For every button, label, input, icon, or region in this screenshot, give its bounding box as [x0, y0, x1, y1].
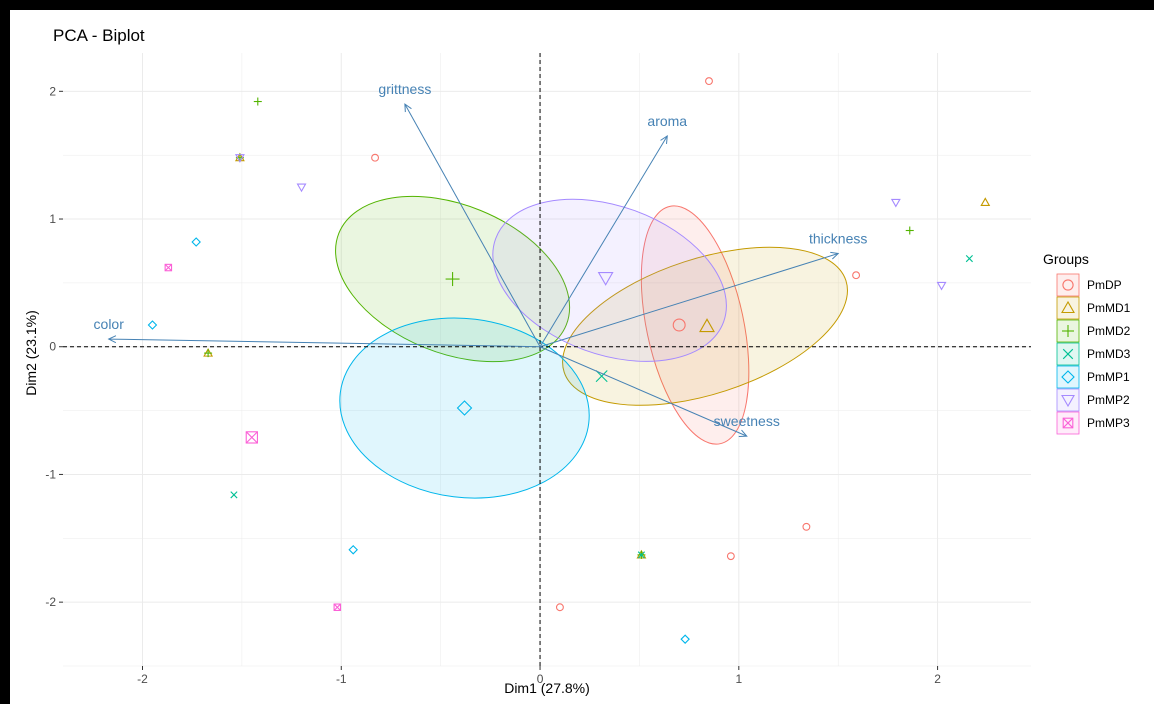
centroid-pmmd3 — [595, 370, 608, 383]
point-pmdp — [371, 153, 380, 162]
variable-label-thickness: thickness — [809, 231, 867, 247]
arrow-sweetness — [539, 346, 748, 437]
pca-biplot: PCA - Biplot -2 -1 0 1 2 -2 -1 0 1 2 grittness arom… — [10, 10, 1154, 704]
legend-item-pmmp2: PmMP2 — [1056, 388, 1130, 412]
legend-key — [1056, 296, 1080, 320]
ellipse-pmmp2 — [492, 198, 727, 362]
legend-symbol — [1062, 348, 1074, 360]
legend-label: PmMD3 — [1087, 347, 1131, 361]
ellipse-pmmd1 — [562, 246, 848, 406]
point-pmmp2 — [234, 154, 245, 163]
x-tick-label: -2 — [137, 672, 148, 686]
point-pmmd1 — [980, 197, 991, 206]
ellipse-pmdp — [640, 205, 750, 445]
legend-symbol — [1062, 279, 1074, 291]
x-tick-label: 2 — [934, 672, 941, 686]
point-pmmp2 — [890, 198, 901, 208]
point-pmdp — [802, 522, 811, 531]
x-tick-label: -1 — [336, 672, 347, 686]
variable-arrows: grittness aroma thickness color sweetness — [94, 81, 867, 437]
legend-symbol — [1061, 370, 1075, 384]
centroid-pmmd2 — [445, 272, 460, 287]
variable-label-grittness: grittness — [378, 81, 431, 97]
legend-label: PmMP3 — [1087, 416, 1130, 430]
points — [147, 77, 991, 644]
confidence-ellipses — [335, 195, 848, 499]
point-pmmp1 — [191, 237, 201, 247]
point-pmmp1 — [680, 634, 690, 644]
point-pmdp — [555, 603, 564, 612]
legend-item-pmmd3: PmMD3 — [1056, 342, 1131, 366]
chart-frame: PCA - Biplot -2 -1 0 1 2 -2 -1 0 1 2 grittness arom… — [10, 10, 1154, 704]
point-pmdp — [705, 77, 713, 86]
point-pmmp1 — [348, 545, 358, 555]
y-axis-title: Dim2 (23.1%) — [23, 310, 39, 396]
point-pmmd2 — [905, 226, 914, 235]
legend-item-pmdp: PmDP — [1056, 273, 1122, 297]
centroid-pmmp3 — [245, 431, 258, 444]
legend-key — [1056, 388, 1080, 412]
legend-title: Groups — [1043, 251, 1089, 267]
point-pmmp3 — [164, 263, 173, 272]
legend-item-pmmd1: PmMD1 — [1056, 296, 1131, 320]
point-pmmd3 — [965, 255, 973, 263]
legend-label: PmDP — [1087, 278, 1122, 292]
point-pmmd2 — [204, 349, 213, 358]
point-pmdp — [726, 552, 735, 561]
variable-label-aroma: aroma — [647, 113, 687, 129]
arrow-thickness — [539, 251, 840, 348]
legend-label: PmMP2 — [1087, 393, 1130, 407]
arrow-grittness — [404, 103, 541, 347]
point-pmmp2 — [936, 281, 947, 291]
point-pmmp2 — [296, 183, 307, 193]
point-pmmd2 — [253, 97, 262, 106]
y-tick-label: -1 — [45, 467, 56, 481]
point-pmmd3 — [637, 551, 646, 559]
variable-label-sweetness: sweetness — [714, 413, 780, 429]
legend-key — [1056, 365, 1080, 389]
x-axis-title: Dim1 (27.8%) — [504, 680, 590, 696]
point-pmmd3 — [230, 491, 238, 499]
centroids — [245, 271, 715, 444]
y-tick-label: 2 — [49, 84, 56, 98]
legend-symbol — [1062, 417, 1074, 429]
arrow-aroma — [539, 135, 668, 347]
point-pmmp1 — [147, 320, 158, 330]
centroid-pmdp — [672, 318, 686, 332]
point-pmmp3 — [333, 603, 342, 612]
x-tick-label: 1 — [735, 672, 742, 686]
legend-label: PmMD1 — [1087, 301, 1131, 315]
x-tick-label: 0 — [537, 672, 544, 686]
legend-item-pmmd2: PmMD2 — [1056, 319, 1131, 343]
centroid-pmmp1 — [456, 400, 473, 416]
y-tick-label: 0 — [49, 340, 56, 354]
legend-symbol — [1062, 325, 1074, 337]
y-tick-label: -2 — [45, 595, 56, 609]
ellipse-pmmp1 — [339, 317, 590, 499]
legend-item-pmmp1: PmMP1 — [1056, 365, 1130, 389]
legend-item-pmmp3: PmMP3 — [1056, 411, 1130, 435]
plot-panel: -2 -1 0 1 2 -2 -1 0 1 2 grittness aroma thickness col… — [45, 53, 1031, 686]
variable-label-color: color — [94, 316, 125, 332]
ticks: -2 -1 0 1 2 -2 -1 0 1 2 — [45, 84, 941, 686]
centroid-pmmd1 — [699, 318, 715, 333]
point-pmdp — [852, 271, 861, 280]
legend-symbol — [1061, 394, 1075, 408]
legend-symbol — [1061, 300, 1075, 314]
legend: Groups PmDP PmMD1 PmMD2 PmMD3 PmMP1 PmMP2 PmMP… — [1043, 251, 1131, 435]
centroid-pmmp2 — [597, 271, 614, 286]
legend-label: PmMD2 — [1087, 324, 1131, 338]
arrow-color — [107, 335, 541, 348]
legend-label: PmMP1 — [1087, 370, 1130, 384]
chart-title: PCA - Biplot — [53, 26, 145, 45]
y-tick-label: 1 — [49, 212, 56, 226]
legend-key — [1056, 273, 1080, 297]
